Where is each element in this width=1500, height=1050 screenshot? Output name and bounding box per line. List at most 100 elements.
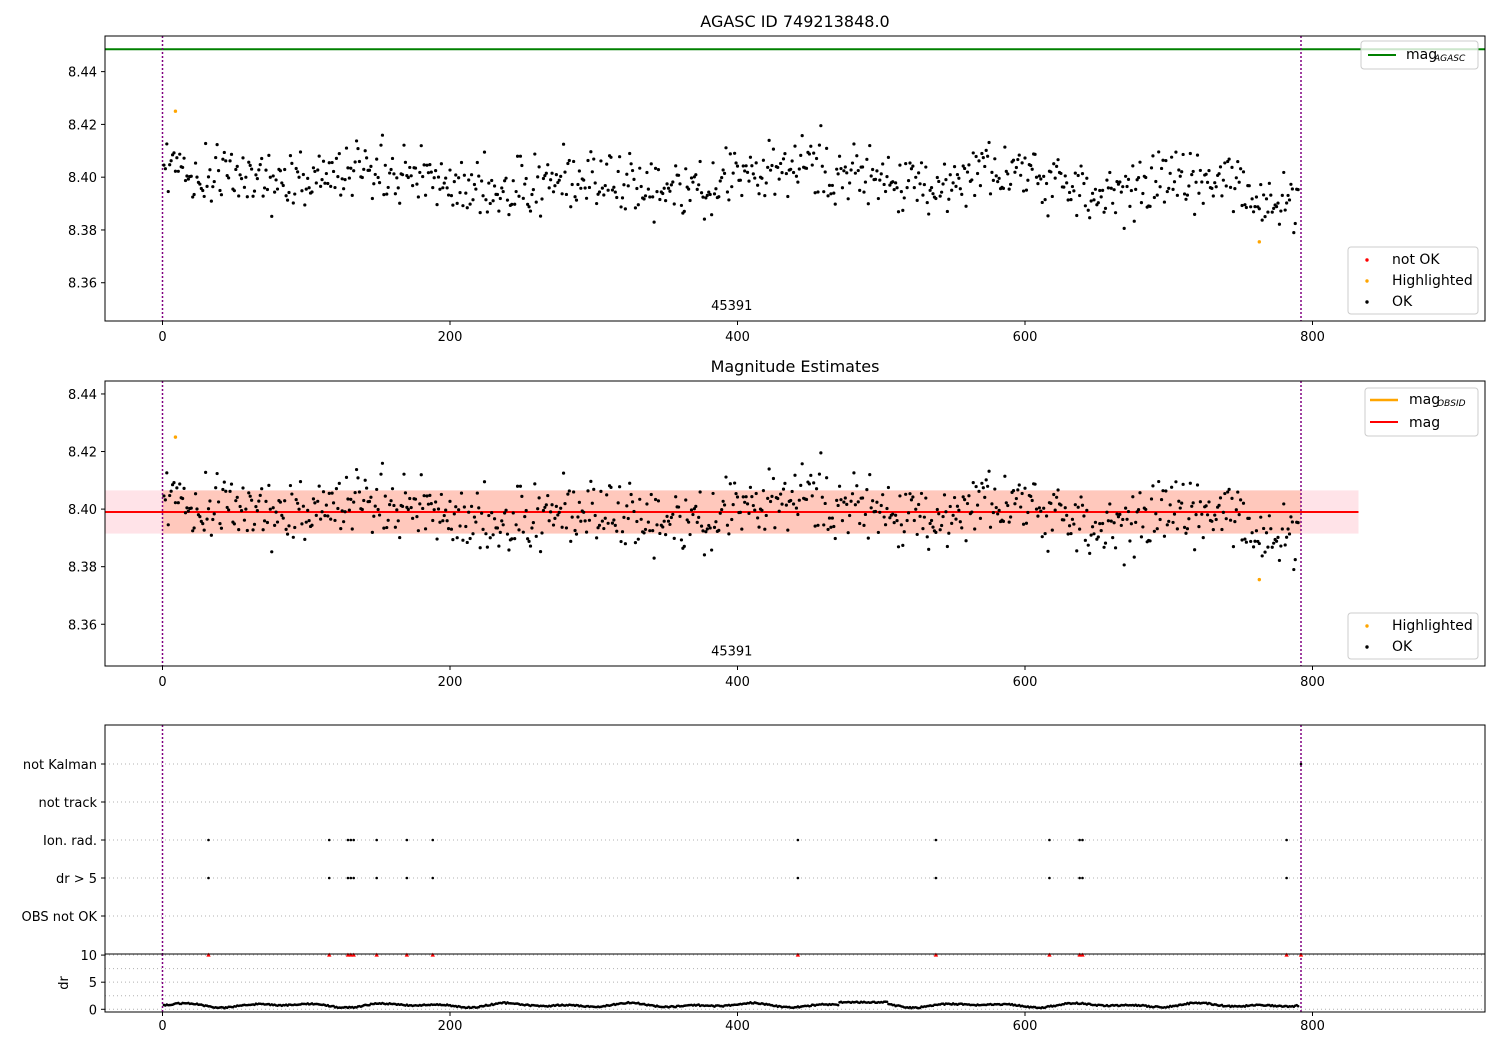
ok-point [324, 503, 328, 507]
ok-point [1197, 525, 1201, 529]
ok-point [346, 166, 350, 170]
ok-point [537, 165, 541, 169]
ok-point [1122, 563, 1126, 567]
ok-point [952, 164, 957, 169]
ok-point [682, 544, 686, 548]
ok-point [1144, 507, 1148, 512]
ok-point [829, 192, 833, 196]
dr-clipped-marker [374, 952, 379, 957]
ok-point [497, 544, 501, 548]
ok-point [793, 144, 797, 148]
x-tick-label: 800 [1300, 675, 1325, 690]
ok-point [807, 152, 811, 156]
ok-point [819, 451, 823, 455]
ok-point [320, 178, 324, 182]
ok-point [1006, 172, 1010, 176]
ok-point [540, 197, 544, 201]
ok-point [543, 505, 547, 510]
ok-point [1162, 534, 1167, 538]
ok-point [1113, 211, 1118, 215]
ok-point [952, 495, 957, 500]
ok-point [967, 494, 971, 498]
ok-point [280, 181, 284, 185]
ok-point [666, 519, 671, 523]
ok-point [1177, 499, 1181, 503]
ok-point [534, 534, 538, 538]
ok-point [468, 536, 472, 541]
ok-point [879, 172, 883, 176]
ok-point [342, 187, 346, 191]
ok-point [1099, 195, 1103, 199]
ok-point [1085, 176, 1089, 180]
legend-not-ok-label: not OK [1392, 252, 1440, 268]
ok-point [620, 530, 625, 534]
ok-point [260, 156, 264, 161]
ok-point [577, 500, 581, 504]
ok-point [934, 530, 938, 534]
ok-point [218, 521, 222, 526]
ok-point [178, 482, 182, 486]
ok-point [445, 186, 449, 190]
ok-point [238, 504, 242, 509]
ok-point [432, 176, 436, 180]
ok-point [1191, 169, 1195, 174]
ok-point [1109, 519, 1113, 523]
ok-point [280, 513, 284, 517]
ok-point [521, 196, 525, 200]
ok-point [1207, 500, 1211, 504]
ok-point [1262, 526, 1266, 531]
ok-point [914, 175, 918, 179]
ok-point [734, 161, 738, 165]
ok-point [1241, 501, 1246, 505]
ok-point [886, 155, 891, 159]
ok-point [344, 146, 349, 150]
ok-point [899, 523, 903, 527]
ok-point [756, 516, 760, 520]
ok-point [1076, 505, 1080, 509]
ok-point [214, 486, 218, 490]
dr-clipped-marker [1284, 952, 1289, 957]
ok-point [411, 184, 415, 188]
ok-point [1188, 151, 1192, 156]
ok-point [973, 193, 977, 198]
ok-point [459, 160, 464, 165]
ok-point [718, 511, 722, 515]
ok-point [714, 520, 718, 524]
ok-point [875, 500, 879, 504]
ok-point [168, 163, 172, 167]
ok-point [842, 169, 846, 173]
ok-point [846, 197, 850, 201]
ok-point [1148, 204, 1152, 208]
ok-point [442, 181, 446, 185]
ok-point [320, 510, 324, 514]
ok-point [257, 499, 261, 503]
ok-point [1259, 515, 1263, 519]
ok-point [629, 162, 633, 166]
ok-point [1124, 506, 1128, 510]
ok-point [1170, 485, 1174, 489]
ok-point [471, 532, 475, 536]
ok-point [544, 503, 548, 507]
ok-point [1067, 524, 1072, 528]
ok-point [1050, 194, 1054, 199]
ok-point [354, 139, 359, 143]
ok-point [721, 168, 725, 172]
ok-point [498, 530, 502, 534]
ok-point [1174, 150, 1178, 154]
legend-mag-agasc-subscript: AGASC [1433, 54, 1466, 64]
ok-point [766, 496, 770, 500]
ok-point [573, 528, 577, 533]
ok-point [1289, 182, 1293, 186]
ok-point [1180, 170, 1184, 174]
ok-point [283, 167, 287, 172]
ok-point [1279, 209, 1283, 213]
flag-point [1078, 838, 1081, 842]
ok-point [396, 519, 400, 523]
x-tick-label: 0 [158, 1019, 166, 1034]
ok-point [832, 191, 836, 195]
ok-point [353, 160, 357, 164]
ok-point [720, 176, 724, 180]
ok-point [393, 525, 397, 529]
ok-point [1214, 517, 1218, 522]
ok-point [1158, 517, 1162, 522]
